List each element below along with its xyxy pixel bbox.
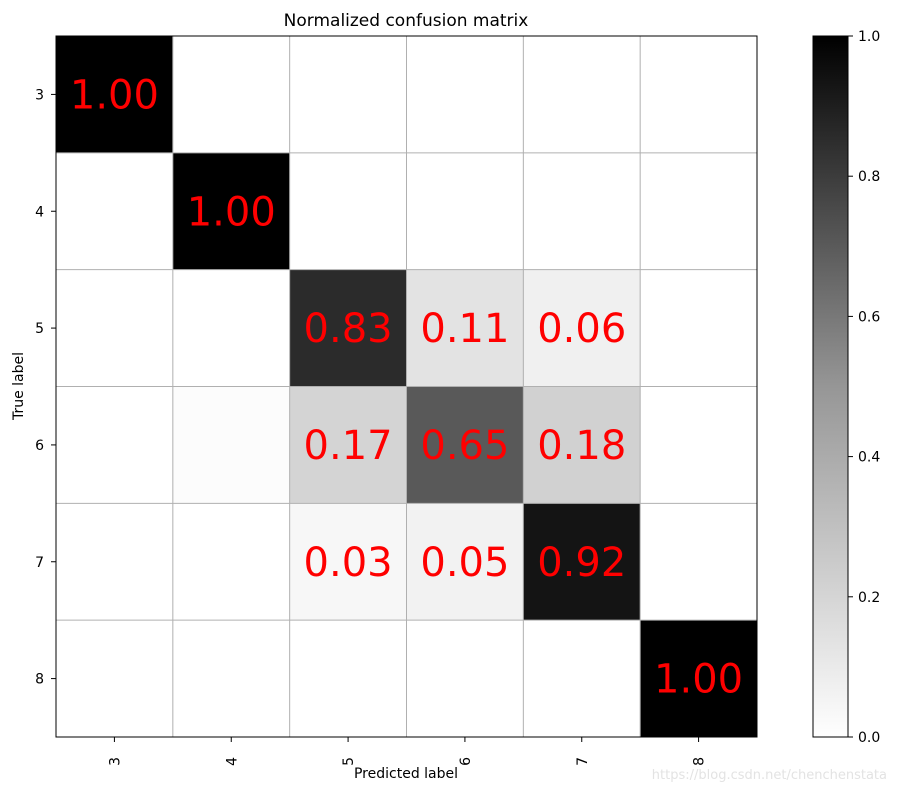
y-tick-label: 8 <box>35 672 44 688</box>
x-axis-label: Predicted label <box>354 766 458 782</box>
cell-value-label: 0.11 <box>420 306 509 352</box>
heatmap-cell <box>406 269 524 387</box>
heatmap-cell <box>289 386 407 504</box>
heatmap-cell <box>56 36 173 153</box>
heatmap-cell <box>640 386 757 504</box>
heatmap-cell <box>56 503 173 621</box>
heatmap-cell <box>640 36 757 153</box>
colorbar-tick-label: 0.6 <box>858 309 880 325</box>
y-tick-label: 6 <box>35 438 44 454</box>
heatmap-cell <box>640 620 757 737</box>
heatmap-cell <box>289 269 407 387</box>
plot-frame <box>55 35 758 738</box>
colorbar-tick-label: 0.4 <box>858 450 880 466</box>
heatmap-cell <box>56 152 173 270</box>
cell-value-label: 0.65 <box>420 423 509 469</box>
y-tick-label: 4 <box>35 204 44 220</box>
cell-value-label: 0.05 <box>420 540 509 586</box>
colorbar-tick-label: 0.0 <box>858 730 880 746</box>
heatmap-cell <box>406 386 524 504</box>
heatmap-cell <box>523 503 641 621</box>
chart-title: Normalized confusion matrix <box>284 11 529 31</box>
cell-value-label: 0.06 <box>537 306 626 352</box>
y-tick-label: 7 <box>35 555 44 571</box>
heatmap-cell <box>172 503 290 621</box>
y-tick-label: 5 <box>35 321 44 337</box>
y-tick-label: 3 <box>35 87 44 103</box>
heatmap-cell <box>56 269 173 387</box>
heatmap-cell <box>289 36 407 153</box>
x-tick-label: 8 <box>692 757 708 766</box>
heatmap-cell <box>406 152 524 270</box>
x-axis: 3 4 5 6 7 8 <box>107 737 708 766</box>
heatmap-cell <box>172 269 290 387</box>
heatmap-cell <box>640 269 757 387</box>
heatmap-cell <box>640 503 757 621</box>
heatmap-cell <box>172 152 290 270</box>
heatmap-cell <box>172 386 290 504</box>
heatmap-cell <box>523 386 641 504</box>
y-axis: 3 4 5 6 7 8 <box>35 87 56 688</box>
heatmap-cell <box>56 386 173 504</box>
x-tick-label: 5 <box>341 757 357 766</box>
cell-value-label: 0.03 <box>304 540 393 586</box>
colorbar <box>812 35 849 738</box>
colorbar-tick-label: 1.0 <box>858 29 880 45</box>
heatmap-cells <box>56 36 757 737</box>
cell-value-label: 1.00 <box>654 657 743 703</box>
heatmap-cell <box>406 620 524 737</box>
cell-value-label: 0.92 <box>537 540 626 586</box>
colorbar-tick-label: 0.8 <box>858 169 880 185</box>
colorbar-ticks: 0.0 0.2 0.4 0.6 0.8 1.0 <box>848 29 880 746</box>
grid-lines <box>56 36 757 737</box>
x-tick-label: 4 <box>224 757 240 766</box>
heatmap-cell <box>523 620 641 737</box>
colorbar-tick-label: 0.2 <box>858 590 880 606</box>
cell-value-label: 0.17 <box>304 423 393 469</box>
cell-value-label: 1.00 <box>187 189 276 235</box>
heatmap-cell <box>289 152 407 270</box>
heatmap-cell <box>406 503 524 621</box>
y-axis-label: True label <box>11 352 27 421</box>
heatmap-cell <box>172 36 290 153</box>
heatmap-cell <box>523 269 641 387</box>
heatmap-cell <box>406 36 524 153</box>
heatmap-cell <box>640 152 757 270</box>
heatmap-cell <box>56 620 173 737</box>
heatmap-cell <box>523 152 641 270</box>
x-tick-label: 7 <box>575 757 591 766</box>
cell-value-label: 0.18 <box>537 423 626 469</box>
cell-value-label: 0.83 <box>304 306 393 352</box>
cell-labels: 1.00 1.00 0.83 0.11 0.06 0.17 0.65 0.18 0.03 0.05… <box>70 72 743 702</box>
x-tick-label: 6 <box>458 757 474 766</box>
watermark: https://blog.csdn.net/chenchenstata <box>652 768 887 783</box>
heatmap-cell <box>289 503 407 621</box>
x-tick-label: 3 <box>107 757 123 766</box>
cell-value-label: 1.00 <box>70 72 159 118</box>
heatmap-cell <box>172 620 290 737</box>
heatmap-cell <box>523 36 641 153</box>
heatmap-cell <box>289 620 407 737</box>
